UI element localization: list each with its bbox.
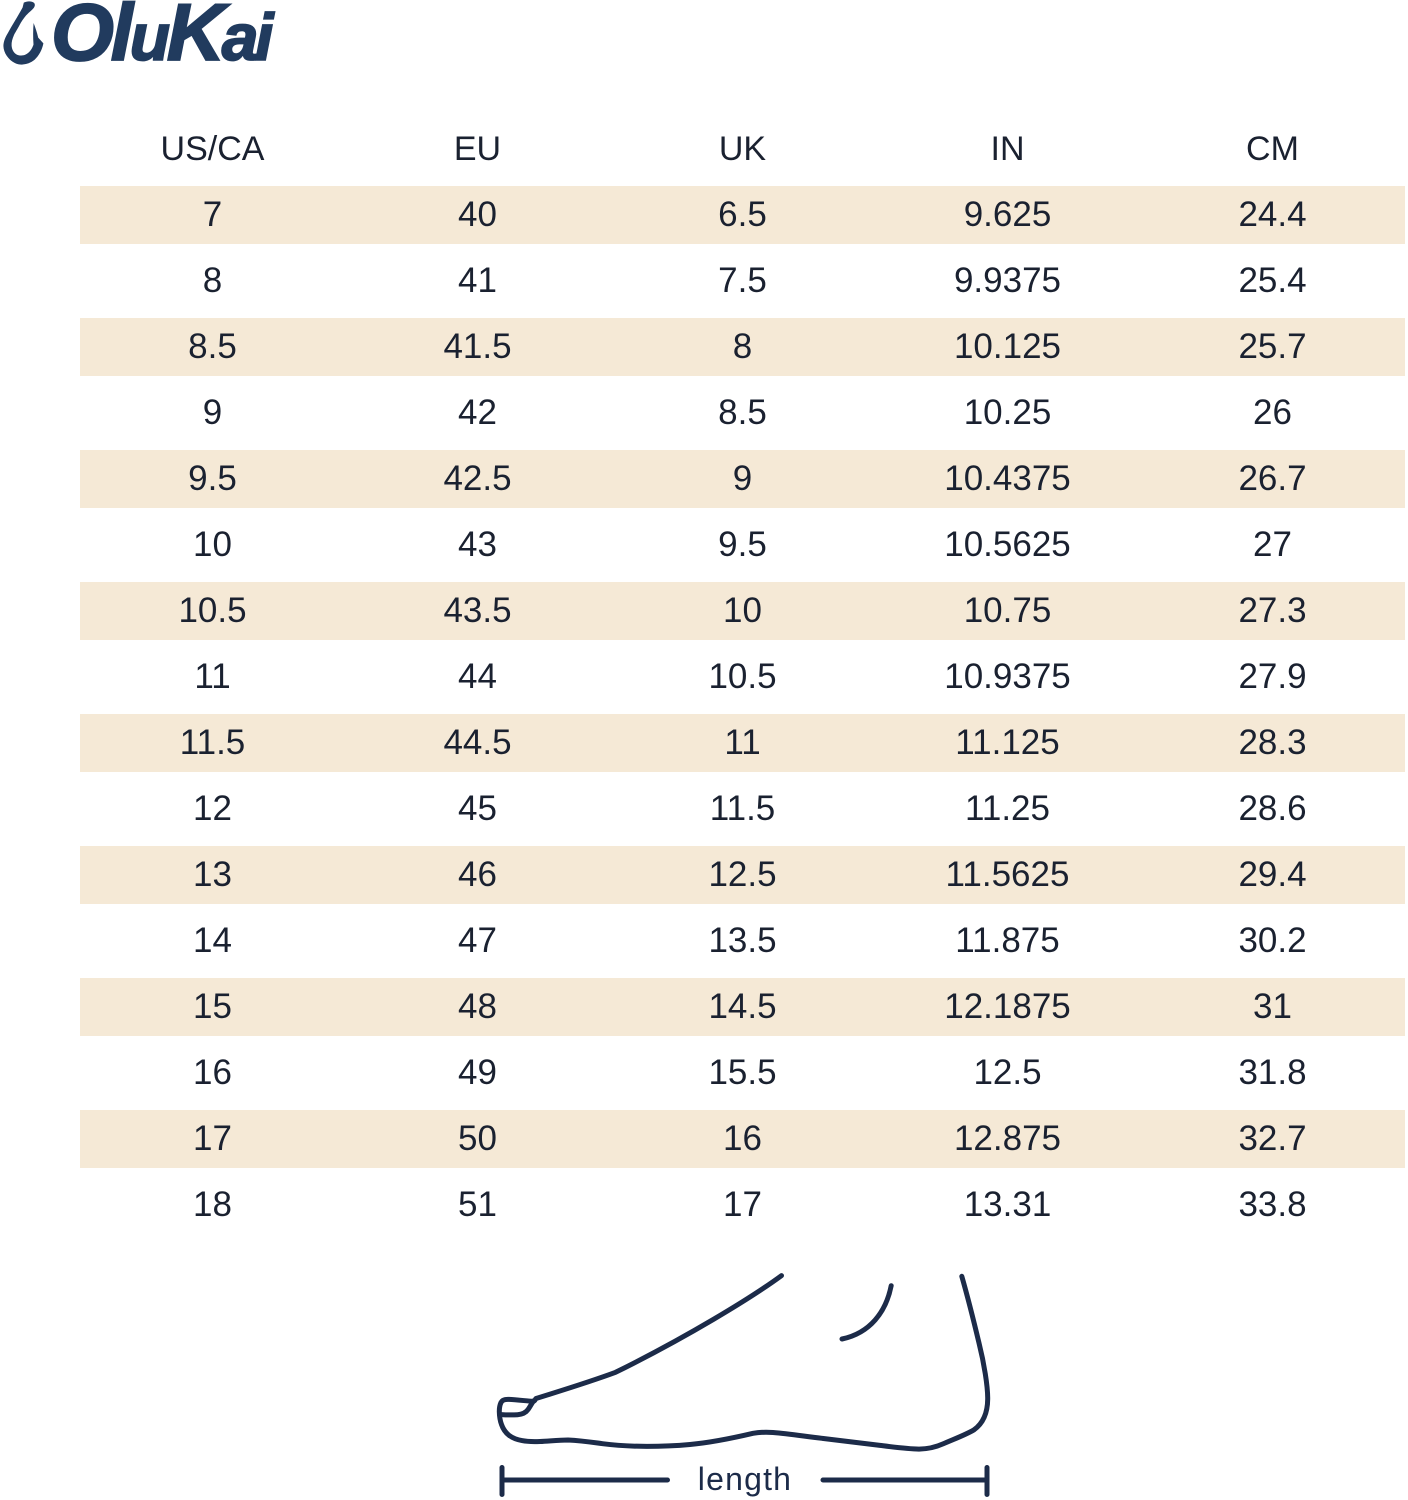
svg-text:length: length (698, 1461, 792, 1497)
svg-text:OluKai: OluKai (51, 0, 275, 70)
